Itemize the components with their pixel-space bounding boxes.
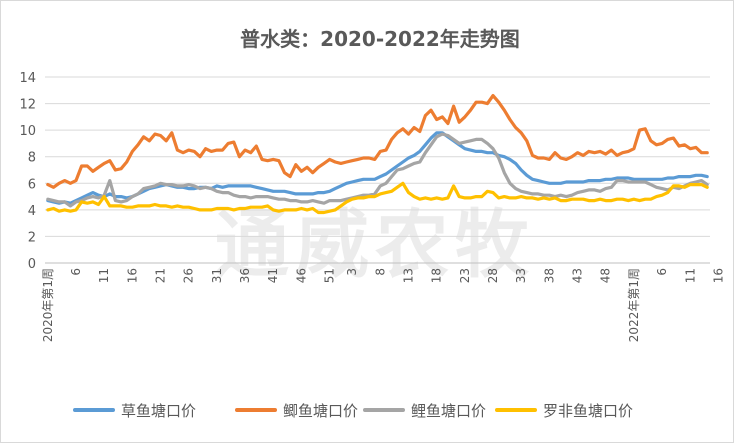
y-tick-label: 6 [28, 177, 36, 192]
x-tick-label: 11 [683, 268, 697, 283]
y-tick-label: 10 [19, 124, 36, 139]
x-tick-label: 18 [430, 268, 444, 283]
x-tick-label: 51 [323, 268, 337, 283]
x-tick-label: 21 [154, 268, 168, 283]
x-tick-label: 16 [125, 268, 139, 283]
legend-label: 草鱼塘口价 [121, 402, 196, 420]
x-tick-label: 43 [571, 268, 585, 283]
y-tick-label: 14 [19, 71, 36, 86]
x-tick-label: 23 [458, 268, 472, 283]
series-line-2 [46, 132, 709, 208]
chart-title: 普水类：2020-2022年走势图 [240, 27, 520, 51]
x-tick-label: 6 [69, 268, 83, 276]
gridlines [45, 76, 710, 264]
legend-label: 罗非鱼塘口价 [543, 402, 633, 420]
x-tick-label: 6 [655, 268, 669, 276]
x-tick-label: 33 [514, 268, 528, 283]
series-line-1 [46, 93, 709, 189]
legend-label: 鲫鱼塘口价 [283, 402, 358, 420]
y-tick-label: 12 [19, 98, 36, 113]
series-line-3 [46, 181, 709, 215]
x-tick-label: 48 [599, 268, 613, 283]
x-tick-label: 2020年第1周 [41, 268, 55, 342]
y-tick-label: 0 [28, 257, 36, 272]
x-tick-label: 11 [97, 268, 111, 283]
x-tick-label: 46 [294, 268, 308, 283]
x-tick-label: 41 [266, 268, 280, 283]
y-tick-label: 2 [28, 230, 36, 245]
x-tick-label: 36 [238, 268, 252, 283]
y-tick-label: 4 [28, 204, 36, 219]
x-tick-label: 13 [401, 268, 415, 283]
y-axis: 0 2 4 6 8 10 12 14 [19, 71, 36, 272]
x-tick-label: 28 [486, 268, 500, 283]
x-tick-label: 8 [373, 268, 387, 276]
x-tick-label: 26 [182, 268, 196, 283]
x-tick-label: 31 [210, 268, 224, 283]
x-tick-label: 38 [542, 268, 556, 283]
x-tick-label: 3 [345, 268, 359, 276]
x-tick-label: 2022年第1周 [627, 268, 641, 342]
legend-label: 鲤鱼塘口价 [411, 402, 486, 420]
x-axis: 2020年第1周 6 11 16 21 26 31 36 41 46 51 3 8 13 18 23 28 33 3… [41, 268, 726, 342]
series-line-0 [46, 131, 709, 205]
x-tick-label: 16 [711, 268, 725, 283]
series-lines [46, 93, 709, 215]
y-tick-label: 8 [28, 151, 36, 166]
legend: 草鱼塘口价 鲫鱼塘口价 鲤鱼塘口价 罗非鱼塘口价 [73, 402, 633, 420]
